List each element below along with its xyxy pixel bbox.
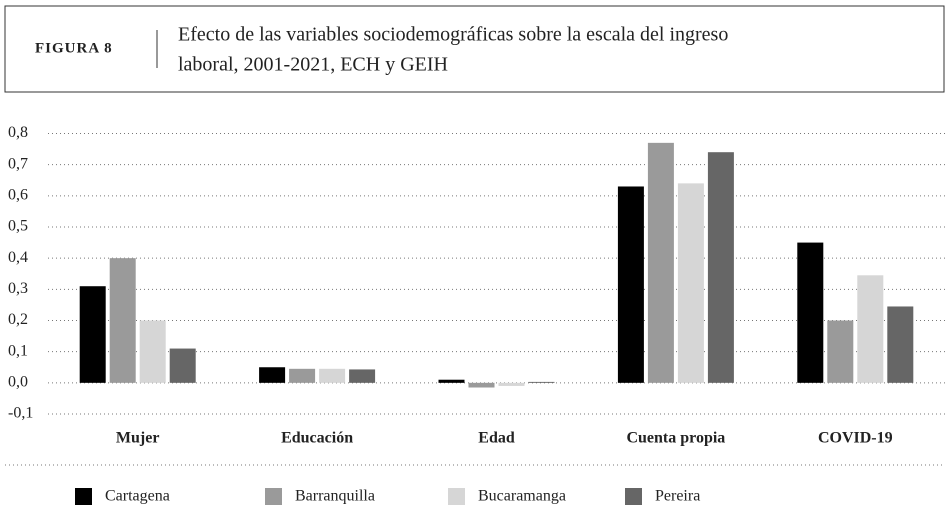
bar [887, 306, 914, 383]
y-tick-label: 0,5 [8, 218, 28, 235]
x-tick-label: Edad [478, 430, 515, 447]
figure-label: FIGURA 8 [35, 40, 113, 56]
chart-title: laboral, 2001-2021, ECH y GEIH [178, 54, 448, 76]
bar [289, 368, 316, 383]
y-tick-label: 0,1 [8, 342, 28, 359]
legend-swatch [265, 488, 282, 505]
bar [827, 320, 854, 383]
x-tick-label: Cuenta propia [626, 430, 725, 447]
y-tick-label: 0,8 [8, 124, 28, 141]
bar [169, 348, 196, 383]
legend-label: Barranquilla [295, 488, 375, 505]
bar [468, 382, 495, 388]
legend-swatch [625, 488, 642, 505]
legend-swatch [448, 488, 465, 505]
bar [647, 142, 674, 383]
x-tick-label: Educación [281, 430, 353, 447]
bar [857, 275, 884, 383]
y-tick-label: 0,0 [8, 374, 28, 391]
x-tick-label: Mujer [116, 430, 160, 447]
legend-swatch [75, 488, 92, 505]
bar [797, 242, 824, 383]
legend-label: Bucaramanga [478, 488, 566, 505]
bar [438, 379, 465, 383]
bar [617, 186, 644, 383]
y-tick-label: 0,3 [8, 280, 28, 297]
bar [677, 183, 704, 383]
y-tick-label: 0,2 [8, 311, 28, 328]
bar [707, 152, 734, 383]
chart-title: Efecto de las variables sociodemográfica… [178, 24, 728, 46]
bar [109, 258, 136, 383]
bar [259, 367, 286, 383]
legend-label: Pereira [655, 488, 700, 505]
x-tick-label: COVID-19 [818, 430, 893, 447]
bar [139, 320, 166, 383]
legend-label: Cartagena [105, 488, 170, 505]
y-tick-label: -0,1 [8, 405, 33, 422]
bar [349, 369, 376, 383]
y-tick-label: 0,4 [8, 249, 28, 266]
bar [528, 381, 555, 383]
y-tick-label: 0,6 [8, 187, 28, 204]
y-tick-label: 0,7 [8, 155, 28, 172]
bar [79, 286, 106, 383]
bar [498, 382, 525, 386]
header-box [4, 5, 945, 93]
bar [319, 368, 346, 383]
